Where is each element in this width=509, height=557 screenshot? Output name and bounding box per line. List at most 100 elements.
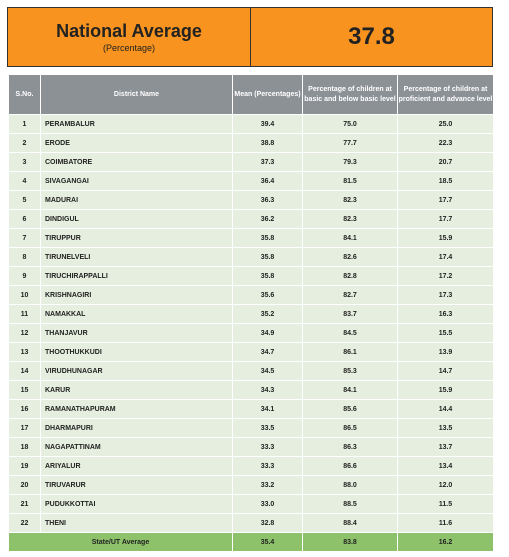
table-row: 8 TIRUNELVELI 35.8 82.6 17.4: [8, 247, 494, 267]
table-cell: 33.3: [232, 456, 303, 476]
footer-row: State/UT Average 35.4 83.8 16.2: [8, 532, 494, 552]
table-cell: 34.3: [232, 380, 303, 400]
table-cell: 38.8: [232, 133, 303, 153]
table-cell: 1: [8, 114, 41, 134]
table-cell: 82.3: [302, 190, 398, 210]
table-cell: 13.9: [397, 342, 494, 362]
district-name: NAGAPATTINAM: [40, 437, 233, 457]
table-cell: 19: [8, 456, 41, 476]
table-cell: 83.7: [302, 304, 398, 324]
table-cell: 18.5: [397, 171, 494, 191]
district-name: DHARMAPURI: [40, 418, 233, 438]
table-row: 17 DHARMAPURI 33.5 86.5 13.5: [8, 418, 494, 438]
table-cell: 88.4: [302, 513, 398, 533]
table-cell: 77.7: [302, 133, 398, 153]
table-cell: 84.5: [302, 323, 398, 343]
banner-subtitle: (Percentage): [102, 43, 156, 53]
table-body: 1 PERAMBALUR 39.4 75.0 25.0 2 ERODE 38.8 77.7 22.…: [8, 114, 494, 552]
district-name: SIVAGANGAI: [40, 171, 233, 191]
table-cell: 6: [8, 209, 41, 229]
table-cell: 82.8: [302, 266, 398, 286]
table-cell: 14: [8, 361, 41, 381]
table-cell: 34.7: [232, 342, 303, 362]
table-cell: 12.0: [397, 475, 494, 495]
footer-cell: 83.8: [302, 532, 398, 552]
table-cell: 33.0: [232, 494, 303, 514]
table-cell: 13.7: [397, 437, 494, 457]
column-header: Mean (Percentages): [232, 74, 303, 115]
column-header: Percentage of children at basic and belo…: [302, 74, 398, 115]
table-cell: 13.5: [397, 418, 494, 438]
district-name: PUDUKKOTTAI: [40, 494, 233, 514]
table-cell: 84.1: [302, 228, 398, 248]
table-cell: 85.3: [302, 361, 398, 381]
district-name: KARUR: [40, 380, 233, 400]
district-name: THANJAVUR: [40, 323, 233, 343]
table-row: 10 KRISHNAGIRI 35.6 82.7 17.3: [8, 285, 494, 305]
district-name: NAMAKKAL: [40, 304, 233, 324]
table-cell: 34.5: [232, 361, 303, 381]
table-cell: 7: [8, 228, 41, 248]
table-cell: 88.0: [302, 475, 398, 495]
table-cell: 13: [8, 342, 41, 362]
table-cell: 5: [8, 190, 41, 210]
district-name: RAMANATHAPURAM: [40, 399, 233, 419]
banner-title: National Average: [56, 21, 202, 41]
table-cell: 36.3: [232, 190, 303, 210]
table-cell: 33.5: [232, 418, 303, 438]
table-row: 12 THANJAVUR 34.9 84.5 15.5: [8, 323, 494, 343]
table-cell: 17.7: [397, 209, 494, 229]
table-row: 9 TIRUCHIRAPPALLI 35.8 82.8 17.2: [8, 266, 494, 286]
table-cell: 36.2: [232, 209, 303, 229]
table-row: 3 COIMBATORE 37.3 79.3 20.7: [8, 152, 494, 172]
table-cell: 20: [8, 475, 41, 495]
table-cell: 35.2: [232, 304, 303, 324]
district-name: ERODE: [40, 133, 233, 153]
table-row: 21 PUDUKKOTTAI 33.0 88.5 11.5: [8, 494, 494, 514]
table-cell: 17.4: [397, 247, 494, 267]
table-cell: 22: [8, 513, 41, 533]
table-row: 13 THOOTHUKKUDI 34.7 86.1 13.9: [8, 342, 494, 362]
district-name: TIRUPPUR: [40, 228, 233, 248]
table-cell: 11: [8, 304, 41, 324]
table-cell: 81.5: [302, 171, 398, 191]
district-table: S.No. District Name Mean (Percentages) Perc…: [8, 74, 494, 552]
table-cell: 4: [8, 171, 41, 191]
table-cell: 86.6: [302, 456, 398, 476]
table-cell: 8: [8, 247, 41, 267]
table-head: S.No. District Name Mean (Percentages) Perc…: [8, 74, 494, 115]
table-cell: 15.5: [397, 323, 494, 343]
column-header: District Name: [40, 74, 233, 115]
table-row: 14 VIRUDHUNAGAR 34.5 85.3 14.7: [8, 361, 494, 381]
district-name: TIRUNELVELI: [40, 247, 233, 267]
table-row: 16 RAMANATHAPURAM 34.1 85.6 14.4: [8, 399, 494, 419]
table-row: 4 SIVAGANGAI 36.4 81.5 18.5: [8, 171, 494, 191]
table-cell: 36.4: [232, 171, 303, 191]
table-cell: 11.5: [397, 494, 494, 514]
table-cell: 88.5: [302, 494, 398, 514]
column-header: Percentage of children at proficient and…: [397, 74, 494, 115]
district-name: PERAMBALUR: [40, 114, 233, 134]
table-cell: 14.7: [397, 361, 494, 381]
table-cell: 32.8: [232, 513, 303, 533]
table-cell: 3: [8, 152, 41, 172]
district-name: TIRUCHIRAPPALLI: [40, 266, 233, 286]
district-name: ARIYALUR: [40, 456, 233, 476]
table-cell: 35.8: [232, 266, 303, 286]
table-row: 19 ARIYALUR 33.3 86.6 13.4: [8, 456, 494, 476]
table-cell: 82.7: [302, 285, 398, 305]
table-row: 1 PERAMBALUR 39.4 75.0 25.0: [8, 114, 494, 134]
table-cell: 34.1: [232, 399, 303, 419]
table-cell: 12: [8, 323, 41, 343]
district-name: KRISHNAGIRI: [40, 285, 233, 305]
district-name: DINDIGUL: [40, 209, 233, 229]
footer-cell: State/UT Average: [8, 532, 233, 552]
table-cell: 82.6: [302, 247, 398, 267]
table-cell: 79.3: [302, 152, 398, 172]
table-cell: 16: [8, 399, 41, 419]
table-row: 6 DINDIGUL 36.2 82.3 17.7: [8, 209, 494, 229]
table-cell: 84.1: [302, 380, 398, 400]
table-cell: 33.3: [232, 437, 303, 457]
table-row: 20 TIRUVARUR 33.2 88.0 12.0: [8, 475, 494, 495]
